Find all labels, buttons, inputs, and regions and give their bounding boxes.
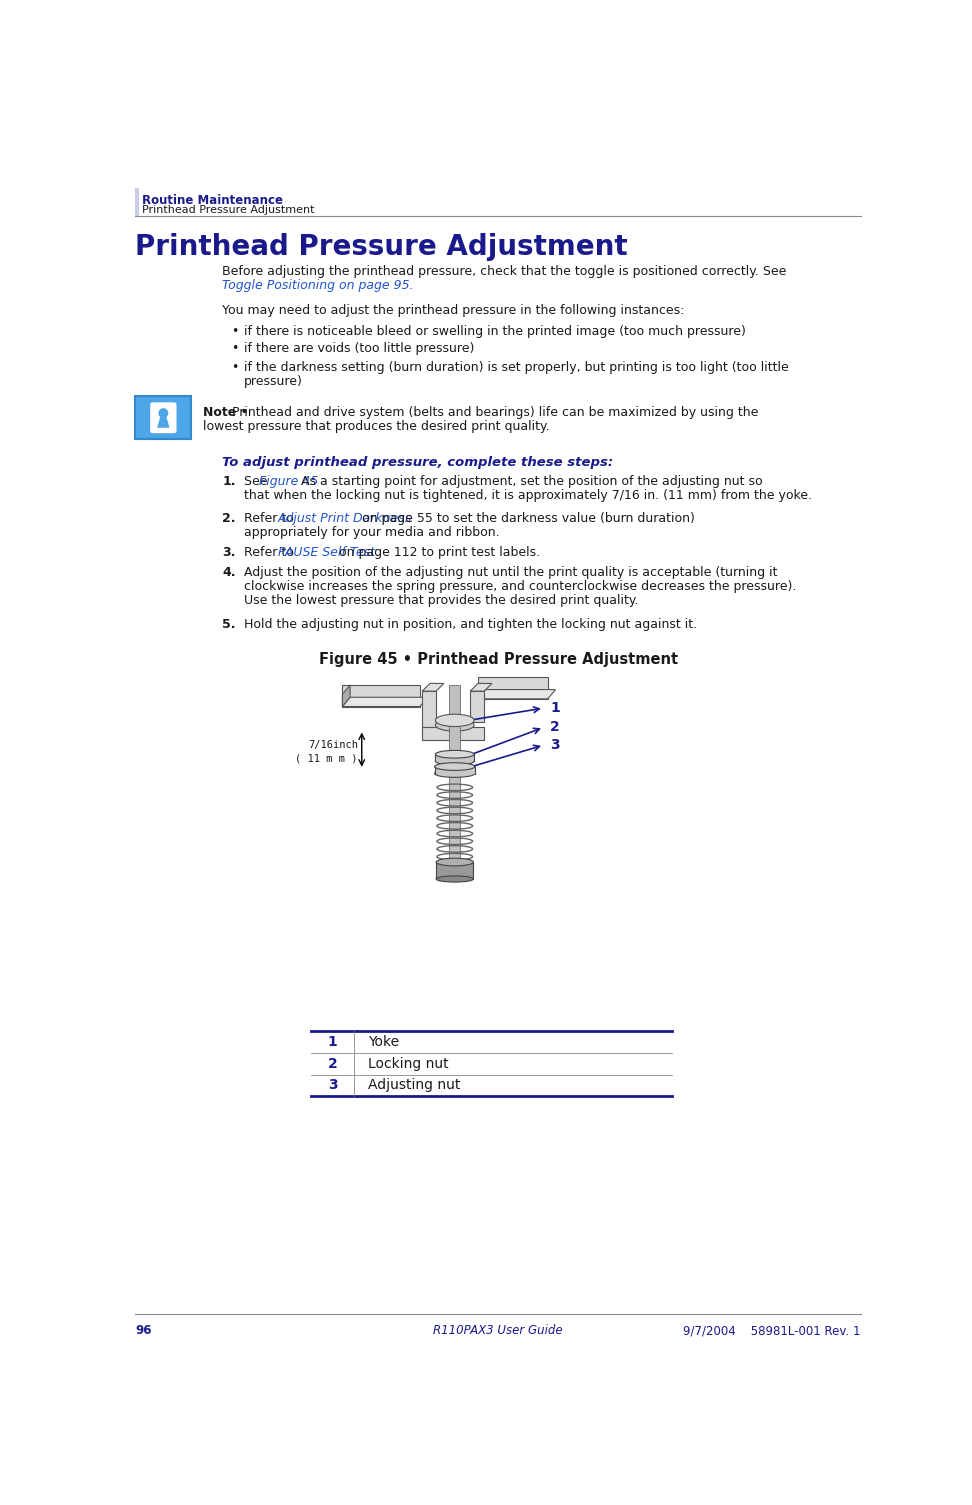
Text: 2.: 2. [223, 512, 236, 525]
Polygon shape [470, 683, 492, 691]
Text: You may need to adjust the printhead pressure in the following instances:: You may need to adjust the printhead pre… [223, 304, 684, 316]
Text: 4.: 4. [223, 566, 236, 578]
Text: Refer to: Refer to [244, 512, 297, 525]
Text: •: • [231, 361, 239, 373]
Text: See: See [244, 474, 271, 488]
Text: Toggle Positioning on page 95.: Toggle Positioning on page 95. [223, 278, 414, 292]
Text: Refer to: Refer to [244, 546, 297, 558]
Text: 9/7/2004    58981L-001 Rev. 1: 9/7/2004 58981L-001 Rev. 1 [683, 1324, 861, 1336]
Text: 96: 96 [135, 1324, 152, 1336]
Ellipse shape [435, 751, 474, 759]
Text: pressure): pressure) [244, 375, 303, 388]
FancyBboxPatch shape [151, 402, 177, 433]
Text: Printhead Pressure Adjustment: Printhead Pressure Adjustment [135, 233, 628, 260]
Text: 3: 3 [328, 1079, 337, 1093]
Text: Hold the adjusting nut in position, and tighten the locking nut against it.: Hold the adjusting nut in position, and … [244, 619, 697, 631]
Circle shape [159, 409, 167, 417]
Bar [435, 754, 474, 762]
Text: Adjust the position of the adjusting nut until the print quality is acceptable (: Adjust the position of the adjusting nut… [244, 566, 778, 578]
Text: 1.: 1. [223, 474, 236, 488]
Text: 7/16inch: 7/16inch [308, 740, 358, 749]
Text: Figure 45 • Printhead Pressure Adjustment: Figure 45 • Printhead Pressure Adjustmen… [319, 652, 677, 667]
Text: Adjusting nut: Adjusting nut [368, 1079, 461, 1093]
Ellipse shape [436, 876, 473, 882]
Text: if there is noticeable bleed or swelling in the printed image (too much pressure: if there is noticeable bleed or swelling… [244, 325, 746, 337]
Bar [434, 766, 475, 774]
Polygon shape [422, 683, 444, 691]
Text: . As a starting point for adjustment, set the position of the adjusting nut so: . As a starting point for adjustment, se… [294, 474, 763, 488]
Text: 3: 3 [550, 737, 560, 752]
Text: 2: 2 [328, 1057, 337, 1070]
Text: appropriately for your media and ribbon.: appropriately for your media and ribbon. [244, 525, 500, 539]
Text: ( 11 m m ): ( 11 m m ) [295, 754, 358, 765]
Text: Routine Maintenance: Routine Maintenance [143, 194, 284, 206]
Text: on page 112 to print test labels.: on page 112 to print test labels. [335, 546, 540, 558]
Text: •: • [231, 325, 239, 337]
FancyBboxPatch shape [342, 685, 420, 706]
Bar [422, 691, 436, 730]
Bar [436, 862, 473, 879]
Text: 3.: 3. [223, 546, 235, 558]
Text: Before adjusting the printhead pressure, check that the toggle is positioned cor: Before adjusting the printhead pressure,… [223, 265, 786, 278]
Bar [449, 685, 460, 870]
Text: Locking nut: Locking nut [368, 1057, 448, 1070]
Ellipse shape [436, 858, 473, 865]
Ellipse shape [435, 715, 474, 727]
Text: Adjust Print Darkness: Adjust Print Darkness [278, 512, 412, 525]
Text: if there are voids (too little pressure): if there are voids (too little pressure) [244, 342, 474, 355]
Ellipse shape [434, 763, 475, 771]
Text: 1: 1 [550, 701, 560, 715]
Text: R110PAX3 User Guide: R110PAX3 User Guide [434, 1324, 563, 1336]
Text: Printhead and drive system (belts and bearings) life can be maximized by using t: Printhead and drive system (belts and be… [232, 406, 759, 420]
Text: Note •: Note • [203, 406, 253, 420]
Text: Use the lowest pressure that provides the desired print quality.: Use the lowest pressure that provides th… [244, 594, 639, 607]
Text: clockwise increases the spring pressure, and counterclockwise decreases the pres: clockwise increases the spring pressure,… [244, 579, 796, 593]
Text: •: • [231, 342, 239, 355]
Polygon shape [342, 697, 428, 706]
Text: if the darkness setting (burn duration) is set properly, but printing is too lig: if the darkness setting (burn duration) … [244, 361, 788, 373]
Text: that when the locking nut is tightened, it is approximately 7/16 in. (11 mm) fro: that when the locking nut is tightened, … [244, 489, 812, 503]
Text: Printhead Pressure Adjustment: Printhead Pressure Adjustment [143, 205, 315, 215]
FancyBboxPatch shape [135, 396, 191, 439]
Polygon shape [157, 417, 169, 427]
Text: To adjust printhead pressure, complete these steps:: To adjust printhead pressure, complete t… [223, 456, 613, 470]
Ellipse shape [435, 757, 474, 765]
Ellipse shape [434, 769, 475, 778]
Bar [422, 727, 484, 740]
Ellipse shape [435, 719, 474, 731]
Bar [470, 691, 484, 722]
Text: lowest pressure that produces the desired print quality.: lowest pressure that produces the desire… [203, 420, 549, 433]
Text: Figure 45: Figure 45 [260, 474, 319, 488]
Text: 5.: 5. [223, 619, 236, 631]
Text: PAUSE Self Test: PAUSE Self Test [278, 546, 375, 558]
Text: Yoke: Yoke [368, 1035, 399, 1049]
FancyBboxPatch shape [478, 677, 548, 698]
Text: 1: 1 [328, 1035, 337, 1049]
Polygon shape [478, 689, 556, 698]
Text: 2: 2 [550, 721, 560, 734]
Bar [135, 188, 139, 217]
Polygon shape [342, 685, 350, 706]
Text: on page 55 to set the darkness value (burn duration): on page 55 to set the darkness value (bu… [358, 512, 695, 525]
